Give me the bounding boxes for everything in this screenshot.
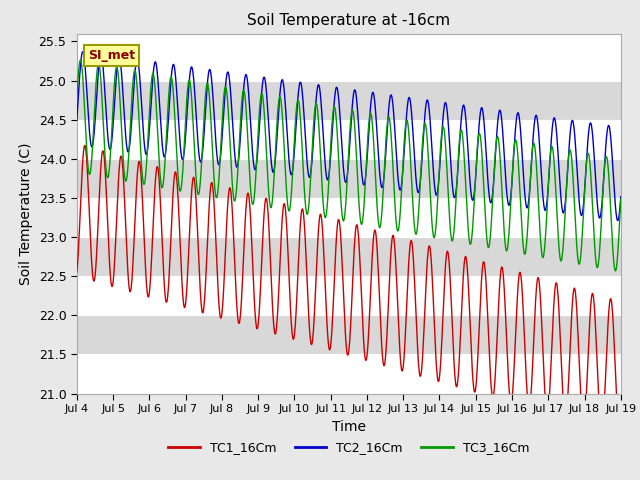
X-axis label: Time: Time — [332, 420, 366, 433]
Bar — [77, 81, 621, 120]
Bar — [77, 315, 621, 354]
Bar — [77, 120, 621, 159]
Bar — [77, 237, 621, 276]
Bar — [77, 159, 621, 198]
Bar — [77, 41, 621, 81]
Bar — [77, 354, 621, 394]
Title: Soil Temperature at -16cm: Soil Temperature at -16cm — [247, 13, 451, 28]
Text: SI_met: SI_met — [88, 49, 135, 62]
Y-axis label: Soil Temperature (C): Soil Temperature (C) — [19, 143, 33, 285]
Bar — [77, 198, 621, 237]
Bar — [77, 276, 621, 315]
Legend: TC1_16Cm, TC2_16Cm, TC3_16Cm: TC1_16Cm, TC2_16Cm, TC3_16Cm — [163, 436, 534, 459]
